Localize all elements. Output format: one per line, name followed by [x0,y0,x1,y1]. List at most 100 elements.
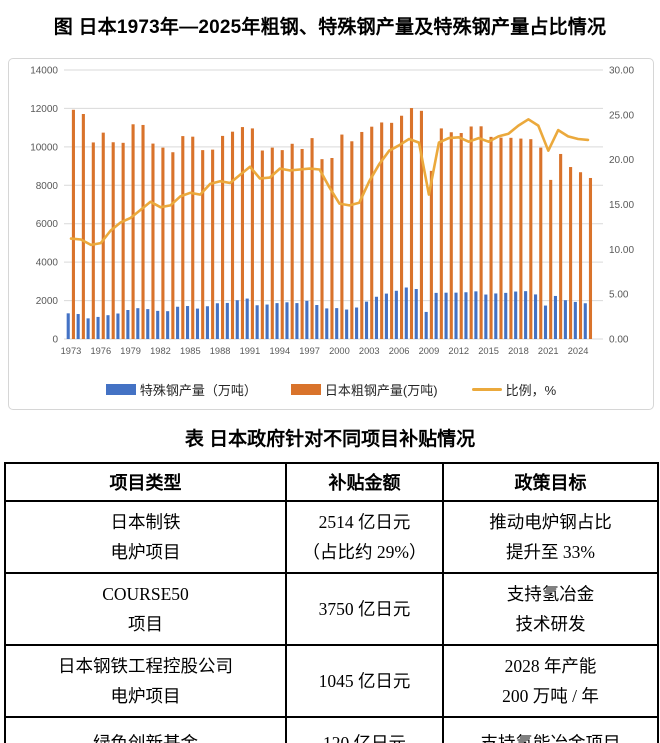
special-steel-bar [553,295,557,339]
crude-steel-bar [380,122,384,339]
table-cell-line: 支持氢能冶金项目 [480,733,621,743]
special-steel-bar [434,292,438,339]
table-cell-line: 电炉项目 [110,542,181,562]
crude-steel-bar [529,139,533,339]
special-steel-bar [146,309,150,339]
special-steel-bar [86,318,90,339]
right-axis-tick: 20.00 [609,155,634,166]
crude-steel-bar [390,122,394,339]
legend-label: 日本粗钢产量(万吨) [324,383,438,398]
special-steel-bar [543,305,548,339]
legend-item: 特殊钢产量（万吨） [105,380,257,399]
special-steel-bar [355,307,359,339]
right-axis-tick: 0.00 [609,335,629,346]
special-steel-bar [176,306,180,339]
special-steel-bar [106,315,110,339]
x-axis-tick: 1982 [150,346,171,356]
table-cell-line: 项目 [128,614,163,634]
table-cell: 日本钢铁工程控股公司 电炉项目 [4,644,287,718]
right-axis-tick: 15.00 [609,200,634,211]
table-cell: COURSE50 项目 [4,572,287,646]
crude-steel-bar [300,148,304,339]
left-axis-tick: 4000 [36,258,59,269]
special-steel-bar [195,308,200,339]
x-axis-tick: 1991 [240,346,261,356]
special-steel-bar [484,294,488,339]
table-cell: 2514 亿日元 （占比约 29%） [285,500,444,574]
special-steel-bar [255,305,259,339]
table-cell-line: 120 亿日元 [322,733,407,743]
table-header-cell: 项目类型 [4,462,287,502]
table-cell-line: 2028 年产能 [504,656,597,676]
special-steel-bar [265,304,269,339]
special-steel-bar [96,316,100,339]
special-steel-bar [464,292,468,339]
table-cell-line: 日本钢铁工程控股公司 [58,656,233,676]
special-steel-bar [235,300,239,339]
crude-steel-bar [121,142,125,339]
crude-steel-bar [161,147,165,339]
special-steel-bar [563,300,567,339]
crude-steel-bar [509,137,513,339]
table-cell-line: 2514 亿日元 [318,512,411,532]
x-axis-tick: 2003 [359,346,380,356]
crude-steel-bar [181,136,185,339]
crude-steel-bar [111,142,115,339]
table-cell: 3750 亿日元 [285,572,444,646]
special-steel-bar [364,301,369,339]
x-axis-tick: 2012 [448,346,469,356]
crude-steel-bar [588,177,593,339]
crude-steel-bar [171,152,175,339]
x-axis-tick: 1973 [61,346,82,356]
crude-steel-bar [320,159,324,339]
crude-steel-bar [340,134,344,339]
table-cell-line: 技术研发 [515,614,586,634]
crude-steel-bar [310,138,314,339]
crude-steel-bar [71,109,75,339]
legend-label: 比例，% [505,383,557,398]
table-row: 日本钢铁工程控股公司 电炉项目 1045 亿日元 2028 年产能 200 万吨 / 年 [4,644,659,718]
crude-steel-bar [290,143,294,339]
right-axis-tick: 5.00 [609,290,629,301]
crude-steel-bar [91,142,95,339]
special-steel-bar [414,289,418,339]
table-cell: 120 亿日元 [285,716,444,743]
crude-steel-bar [151,143,155,339]
left-axis-tick: 0 [52,335,58,346]
right-axis-tick: 25.00 [609,110,634,121]
left-axis-tick: 10000 [30,142,58,153]
figure-title: 图 日本1973年—2025年粗钢、特殊钢产量及特殊钢产量占比情况 [53,17,607,38]
special-steel-bar [424,311,428,339]
table-cell-line: 200 万吨 / 年 [502,686,599,706]
table-cell-line: 提升至 33% [506,542,595,562]
special-steel-bar [66,313,70,339]
crude-steel-bar [81,114,85,339]
crude-steel-bar [519,138,523,339]
crude-steel-bar [330,158,334,339]
crude-steel-bar [400,115,404,339]
x-axis-tick: 2021 [538,346,559,356]
special-steel-bar [76,314,80,339]
table-row: COURSE50 项目 3750 亿日元 支持氢冶金 技术研发 [4,572,659,646]
table-cell-line: 1045 亿日元 [318,671,411,691]
special-steel-bar [225,302,229,339]
crude-steel-bar [370,126,374,339]
table-cell-line: 3750 亿日元 [318,599,411,619]
table-title: 表 日本政府针对不同项目补贴情况 [184,429,476,450]
crude-steel-bar [578,172,583,339]
crude-steel-bar [131,124,135,339]
chart-legend: 特殊钢产量（万吨） 日本粗钢产量(万吨) 比例，% [9,380,653,399]
table-row: 日本制铁 电炉项目 2514 亿日元 （占比约 29%） 推动电炉钢占比 提升至 33% [4,500,659,574]
table-cell-line: 绿色创新基金 [93,733,198,743]
special-steel-bar [315,305,319,339]
legend-bar-swatch [105,384,136,395]
crude-steel-bar [559,153,563,339]
crude-steel-bar [250,128,254,339]
crude-steel-bar [569,167,573,339]
special-steel-bar [374,296,379,339]
special-steel-bar [573,301,577,339]
legend-item: 日本粗钢产量(万吨) [290,380,438,399]
table-cell: 1045 亿日元 [285,644,444,718]
special-steel-bar [215,303,219,339]
crude-steel-bar [230,131,235,339]
